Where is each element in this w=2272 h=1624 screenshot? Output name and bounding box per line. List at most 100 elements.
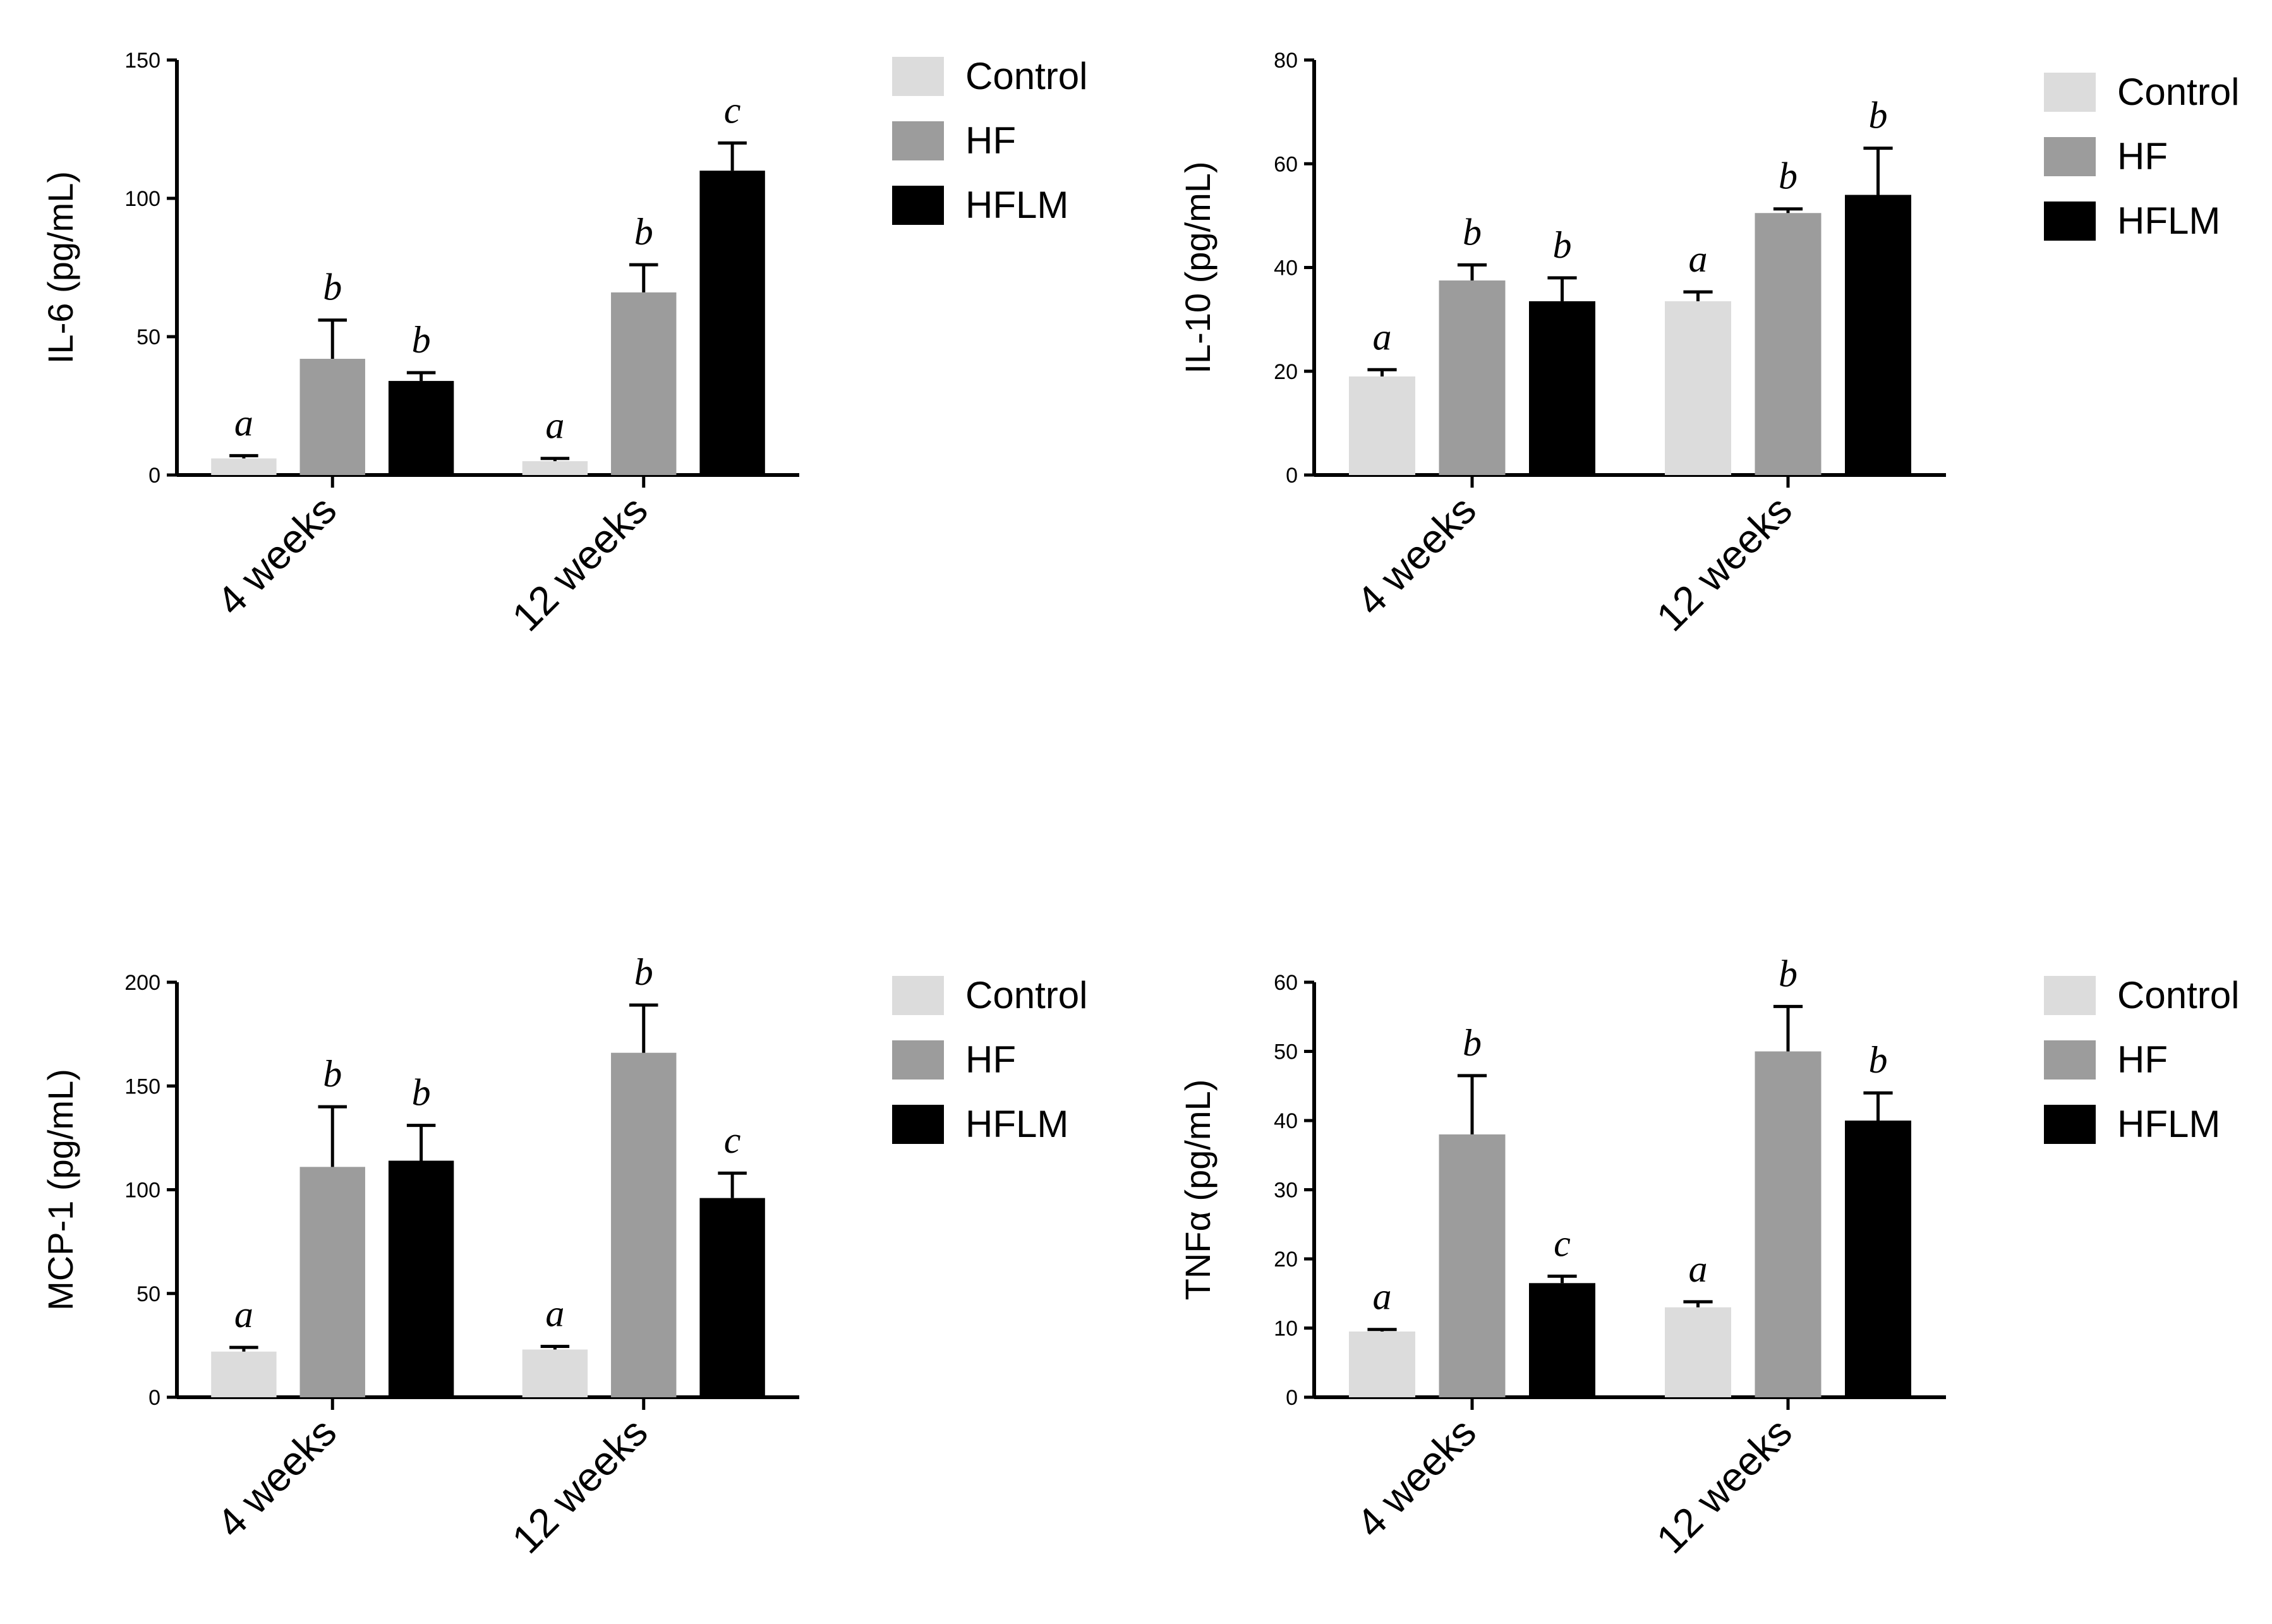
y-tick-label: 50 (1274, 1040, 1298, 1064)
legend-label-hflm: HFLM (965, 1103, 1068, 1145)
significance-letter: a (1373, 316, 1392, 358)
y-tick-label: 100 (124, 1179, 160, 1203)
x-category-label: 4 weeks (1348, 1409, 1485, 1546)
chart-mcp1-svg: 0 50 100 150 200 MCP-1 (pg/mL) a b b 4 weeks a b c 12… (40, 951, 1087, 1562)
significance-letter: a (234, 402, 253, 443)
y-tick-label: 0 (1286, 464, 1298, 488)
legend-swatch-hf (892, 121, 944, 160)
y-tick-label: 0 (1286, 1386, 1298, 1410)
x-category-label: 12 weeks (1648, 487, 1801, 640)
bar-hflm-12wk (699, 171, 765, 475)
legend-label-hflm: HFLM (2117, 200, 2220, 242)
legend-swatch-control (892, 57, 944, 96)
bar-hf-4wk (299, 1167, 365, 1397)
legend-label-hflm: HFLM (965, 184, 1068, 226)
legend-swatch-hf (2044, 1040, 2096, 1080)
significance-letter: b (412, 1072, 431, 1114)
significance-letter: b (634, 211, 653, 253)
bar-hf-4wk (299, 359, 365, 475)
bar-hflm-4wk (1529, 1283, 1595, 1397)
legend-label-control: Control (965, 974, 1087, 1016)
significance-letter: a (545, 405, 564, 447)
significance-letter: b (634, 951, 653, 993)
x-category-label: 4 weeks (1348, 487, 1485, 624)
chart-tnfa-panel: 0 10 20 30 40 50 60 TNFα (pg/mL) a b c 4 weeks a b b 12… (1136, 812, 2272, 1624)
legend-label-control: Control (2117, 974, 2239, 1016)
bar-hflm-4wk (1529, 301, 1595, 475)
y-tick-label: 150 (124, 49, 160, 73)
x-category-label: 12 weeks (504, 487, 656, 640)
y-tick-label: 10 (1274, 1317, 1298, 1341)
y-axis-label: MCP-1 (pg/mL) (40, 1069, 80, 1311)
legend: Control HF HFLM (892, 55, 1087, 226)
legend-label-hf: HF (2117, 135, 2168, 177)
legend-swatch-hflm (2044, 1105, 2096, 1144)
bar-control-4wk (211, 458, 277, 475)
bar-control-12wk (1665, 301, 1731, 475)
significance-letter: c (724, 1119, 741, 1161)
y-tick-label: 150 (124, 1074, 160, 1098)
bar-control-12wk (1665, 1307, 1731, 1397)
y-tick-label: 60 (1274, 152, 1298, 176)
bar-hf-4wk (1439, 280, 1506, 475)
significance-letter: b (1779, 953, 1798, 994)
legend-swatch-control (2044, 73, 2096, 112)
bar-hflm-12wk (1845, 195, 1911, 475)
y-tick-label: 20 (1274, 360, 1298, 384)
legend-swatch-hflm (892, 1105, 944, 1144)
y-axis-label: IL-6 (pg/mL) (40, 171, 80, 364)
legend-label-hf: HF (2117, 1038, 2168, 1081)
significance-letter: b (1869, 1039, 1888, 1081)
y-tick-label: 20 (1274, 1248, 1298, 1272)
bar-hf-4wk (1439, 1134, 1506, 1397)
bar-control-4wk (211, 1351, 277, 1397)
y-tick-label: 40 (1274, 256, 1298, 280)
legend-swatch-hf (892, 1040, 944, 1080)
bar-hflm-12wk (1845, 1121, 1911, 1397)
y-axis-label: IL-10 (pg/mL) (1178, 161, 1218, 373)
significance-letter: b (1553, 224, 1572, 266)
significance-letter: a (1689, 238, 1708, 280)
chart-tnfa-svg: 0 10 20 30 40 50 60 TNFα (pg/mL) a b c 4 weeks a b b 12… (1178, 953, 2239, 1562)
significance-letter: b (323, 267, 342, 308)
y-tick-label: 200 (124, 971, 160, 995)
significance-letter: a (545, 1293, 564, 1335)
x-category-label: 4 weeks (208, 1409, 345, 1546)
chart-il6-svg: 0 50 100 150 IL-6 (pg/mL) a b b 4 weeks a b c 12 wee… (40, 49, 1087, 640)
y-tick-label: 100 (124, 187, 160, 211)
chart-mcp1-panel: 0 50 100 150 200 MCP-1 (pg/mL) a b b 4 weeks a b c 12… (0, 812, 1136, 1624)
significance-letter: b (1869, 95, 1888, 136)
bar-control-4wk (1349, 1331, 1415, 1397)
legend-label-hf: HF (965, 119, 1016, 162)
significance-letter: b (1779, 155, 1798, 197)
legend: Control HF HFLM (2044, 71, 2239, 242)
chart-il6-panel: 0 50 100 150 IL-6 (pg/mL) a b b 4 weeks a b c 12 wee… (0, 0, 1136, 812)
x-category-label: 12 weeks (504, 1409, 656, 1562)
y-tick-label: 60 (1274, 971, 1298, 995)
x-category-label: 12 weeks (1648, 1409, 1801, 1562)
significance-letter: a (1373, 1276, 1392, 1318)
bar-control-4wk (1349, 376, 1415, 475)
legend-label-hflm: HFLM (2117, 1103, 2220, 1145)
bar-hf-12wk (1755, 1051, 1822, 1397)
y-tick-label: 80 (1274, 49, 1298, 73)
significance-letter: b (1463, 211, 1482, 253)
bar-hf-12wk (611, 1052, 677, 1397)
significance-letter: b (412, 319, 431, 361)
significance-letter: a (1689, 1248, 1708, 1290)
legend-swatch-control (892, 976, 944, 1015)
y-axis-label: TNFα (pg/mL) (1178, 1080, 1218, 1301)
significance-letter: a (234, 1294, 253, 1335)
significance-letter: b (1463, 1022, 1482, 1064)
y-tick-label: 0 (148, 464, 160, 488)
chart-il10-svg: 0 20 40 60 80 IL-10 (pg/mL) a b b 4 weeks a b b 12 we… (1178, 49, 2239, 640)
bar-hflm-4wk (388, 1160, 454, 1397)
significance-letter: c (724, 89, 741, 131)
legend-swatch-hflm (2044, 201, 2096, 241)
bar-hf-12wk (1755, 213, 1822, 475)
bar-control-12wk (522, 461, 588, 475)
x-category-label: 4 weeks (208, 487, 345, 624)
significance-letter: c (1554, 1222, 1571, 1264)
legend: Control HF HFLM (2044, 974, 2239, 1145)
